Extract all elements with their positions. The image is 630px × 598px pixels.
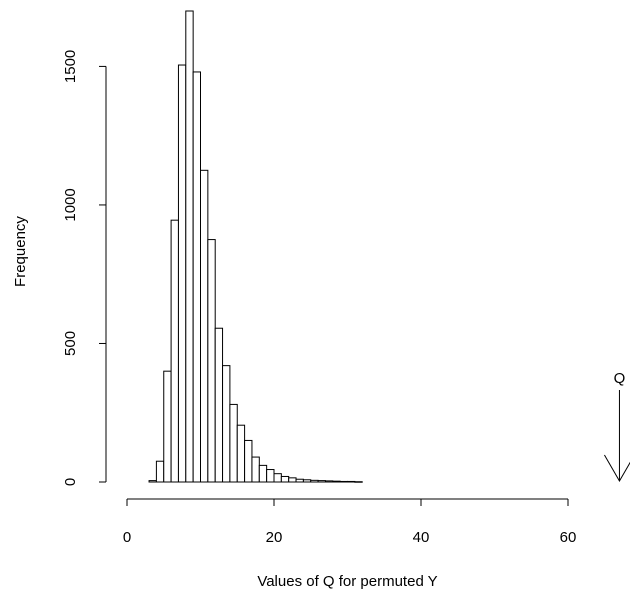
- histogram-bar: [324, 480, 334, 483]
- annotation-label: Q: [614, 370, 626, 387]
- histogram-bar: [148, 480, 157, 483]
- histogram-bar: [222, 365, 231, 483]
- histogram-bar: [332, 480, 341, 483]
- y-tick-label: 500: [62, 331, 79, 356]
- histogram-bar: [177, 64, 187, 483]
- histogram-bar: [266, 469, 275, 483]
- histogram-bar: [317, 480, 326, 483]
- x-axis-title: Values of Q for permuted Y: [257, 573, 437, 590]
- histogram-bar: [347, 480, 356, 483]
- histogram-bar: [339, 480, 348, 483]
- histogram-bar: [258, 464, 268, 483]
- histogram-bar: [354, 481, 363, 483]
- histogram-bar: [273, 473, 282, 483]
- histogram-bar: [251, 456, 260, 483]
- x-tick-label: 40: [413, 529, 430, 546]
- histogram-bars: [148, 10, 363, 483]
- histogram-bar: [170, 219, 179, 483]
- arrow-down-icon: [604, 454, 630, 483]
- y-axis: 0 500 1000 1500: [62, 50, 107, 486]
- x-tick-label: 0: [123, 529, 131, 546]
- histogram-bar: [192, 71, 201, 483]
- y-tick-label: 0: [62, 478, 79, 486]
- x-axis: 0 20 40 60: [123, 498, 577, 546]
- histogram-bar: [280, 475, 290, 483]
- histogram-bar: [207, 239, 216, 483]
- histogram-bar: [288, 477, 297, 483]
- histogram-bar: [185, 10, 194, 483]
- y-axis-title: Frequency: [12, 216, 29, 287]
- histogram-bar: [163, 370, 172, 483]
- annotations: Q: [604, 370, 630, 483]
- histogram-bar: [302, 479, 312, 483]
- y-tick-label: 1500: [62, 50, 79, 83]
- histogram-bar: [200, 169, 209, 483]
- histogram-bar: [155, 460, 165, 483]
- histogram-bar: [229, 403, 238, 483]
- y-tick-label: 1000: [62, 188, 79, 221]
- histogram-bar: [310, 479, 319, 483]
- histogram-bar: [214, 327, 224, 483]
- x-tick-label: 20: [266, 529, 283, 546]
- histogram-bar: [295, 478, 304, 483]
- histogram-bar: [244, 439, 253, 483]
- x-tick-label: 60: [560, 529, 577, 546]
- histogram-bar: [236, 424, 246, 483]
